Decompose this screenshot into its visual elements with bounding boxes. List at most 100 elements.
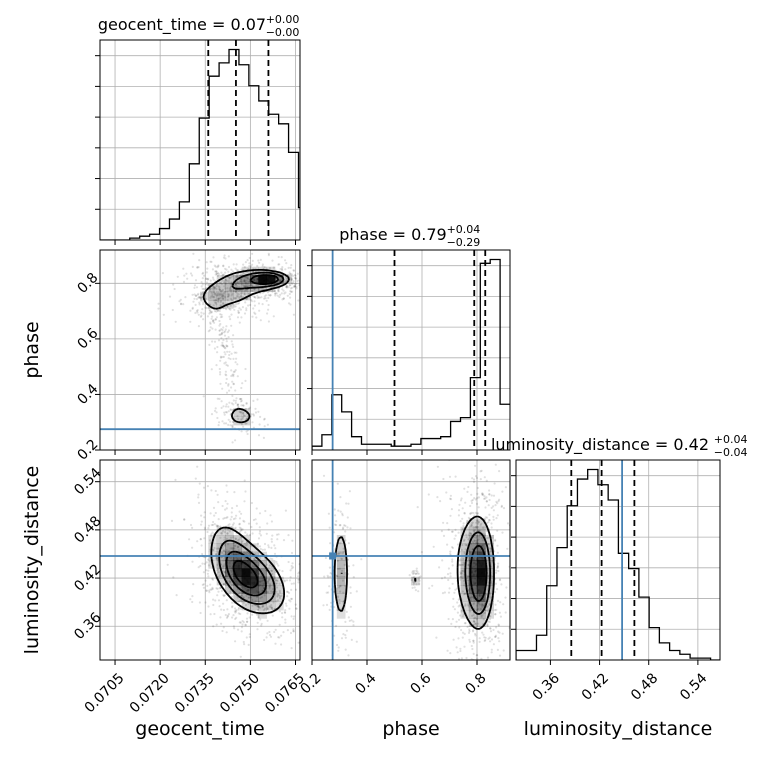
sample-point — [488, 489, 491, 492]
sample-point — [323, 575, 326, 578]
sample-point — [285, 284, 288, 288]
sample-point — [487, 674, 489, 676]
sample-point — [215, 364, 218, 367]
density-cell — [250, 593, 259, 602]
sample-point — [196, 465, 199, 468]
sample-point — [337, 595, 340, 598]
sample-point — [217, 285, 220, 288]
sample-point — [240, 527, 243, 530]
sample-point — [323, 620, 325, 622]
sample-point — [250, 283, 253, 286]
sample-point — [495, 626, 498, 629]
sample-point — [216, 274, 219, 278]
sample-point — [494, 613, 497, 616]
sample-point — [461, 507, 464, 510]
sample-point — [182, 267, 185, 270]
sample-point — [414, 572, 418, 575]
sample-point — [463, 592, 466, 595]
sample-point — [210, 523, 213, 527]
sample-point — [502, 507, 506, 510]
sample-point — [346, 516, 349, 519]
sample-point — [268, 578, 271, 581]
sample-point — [220, 293, 223, 296]
sample-point — [473, 663, 475, 665]
sample-point — [237, 302, 241, 305]
sample-point — [179, 302, 183, 305]
sample-point — [211, 523, 215, 527]
sample-point — [479, 478, 482, 481]
sample-point — [313, 291, 315, 293]
title-upper-error: +0.04 — [714, 433, 748, 446]
sample-point — [339, 510, 342, 513]
sample-point — [233, 544, 236, 547]
sample-point — [412, 581, 416, 585]
sample-point — [243, 278, 246, 281]
sample-point — [465, 536, 468, 539]
sample-point — [197, 292, 200, 295]
sample-point — [289, 290, 292, 293]
sample-point — [482, 604, 486, 607]
density-cell — [258, 266, 267, 276]
sample-point — [228, 389, 231, 392]
sample-point — [266, 591, 270, 594]
sample-point — [217, 590, 220, 593]
sample-point — [489, 627, 492, 630]
sample-point — [498, 640, 501, 643]
sample-point — [245, 401, 248, 405]
sample-point — [240, 292, 243, 295]
density-cell — [477, 585, 486, 594]
sample-point — [492, 509, 495, 512]
sample-point — [302, 625, 304, 627]
sample-point — [243, 500, 246, 503]
sample-point — [474, 594, 477, 598]
sample-point — [256, 609, 259, 612]
sample-point — [261, 263, 264, 266]
sample-point — [418, 579, 421, 582]
sample-point — [214, 299, 217, 302]
sample-point — [228, 350, 231, 353]
sample-point — [215, 525, 218, 528]
density-contour — [231, 271, 285, 290]
sample-point — [214, 299, 217, 302]
sample-point — [467, 575, 470, 578]
sample-point — [448, 475, 452, 478]
sample-point — [212, 625, 215, 628]
sample-point — [219, 525, 222, 528]
sample-point — [243, 293, 246, 296]
sample-point — [284, 268, 287, 271]
sample-point — [417, 572, 420, 575]
sample-point — [462, 569, 465, 572]
sample-point — [500, 504, 503, 507]
sample-point — [466, 576, 469, 580]
sample-point — [270, 569, 273, 573]
density-cell — [468, 518, 478, 527]
sample-point — [222, 565, 226, 568]
sample-point — [227, 281, 231, 284]
sample-point — [191, 274, 194, 277]
sample-point — [477, 601, 480, 604]
sample-point — [243, 280, 246, 283]
sample-point — [511, 514, 513, 516]
sample-point — [271, 534, 274, 537]
sample-point — [500, 505, 503, 508]
sample-point — [217, 547, 220, 550]
sample-point — [210, 310, 213, 313]
hist-title-luminosity_distance: luminosity_distance = 0.42 — [491, 435, 709, 455]
sample-point — [210, 368, 213, 371]
sample-point — [208, 589, 211, 592]
sample-point — [241, 273, 244, 276]
sample-point — [230, 525, 233, 529]
sample-point — [460, 610, 463, 613]
sample-point — [304, 590, 306, 592]
sample-point — [416, 572, 419, 575]
density-cell — [241, 291, 251, 301]
sample-point — [259, 547, 262, 551]
density-cell — [258, 610, 267, 619]
sample-point — [202, 274, 206, 277]
density-cell — [208, 291, 217, 301]
sample-point — [275, 292, 278, 295]
sample-point — [225, 337, 228, 340]
sample-point — [277, 533, 280, 536]
sample-point — [227, 405, 230, 408]
sample-point — [243, 279, 246, 282]
